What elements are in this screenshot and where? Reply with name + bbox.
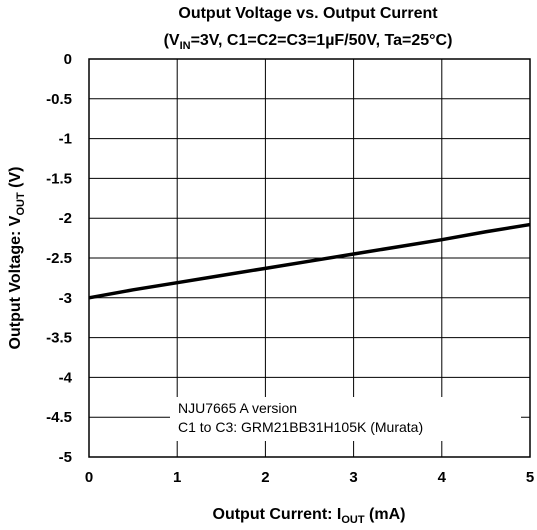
grid xyxy=(89,59,530,457)
subtitle-rest: =3V, C1=C2=C3=1µF/50V, Ta=25°C) xyxy=(191,32,453,49)
y-tick-label: -0.5 xyxy=(46,91,72,108)
chart-title: Output Voltage vs. Output Current xyxy=(178,5,438,22)
y-tick-label: -5 xyxy=(59,449,72,466)
x-tick-label: 1 xyxy=(173,469,181,486)
x-tick-label: 2 xyxy=(261,469,269,486)
y-tick-label: -4 xyxy=(59,369,73,386)
subtitle-sub: IN xyxy=(180,40,191,52)
y-label-unit: (V) xyxy=(7,167,24,193)
x-label-unit: (mA) xyxy=(365,506,406,523)
y-axis-label: Output Voltage: VOUT (V) xyxy=(7,167,27,350)
chart-subtitle: (VIN=3V, C1=C2=C3=1µF/50V, Ta=25°C) xyxy=(164,32,453,52)
y-tick-label: 0 xyxy=(64,51,72,68)
y-label-sub: OUT xyxy=(15,192,27,216)
x-tick-label: 4 xyxy=(438,469,447,486)
annotation-box xyxy=(170,397,521,441)
y-axis-ticks: 0 -0.5 -1 -1.5 -2 -2.5 -3 -3.5 -4 -4.5 -5 xyxy=(46,51,73,466)
x-label-main: Output Current: I xyxy=(213,506,342,523)
y-tick-label: -1 xyxy=(59,131,72,148)
plot-frame xyxy=(88,58,531,458)
x-tick-label: 5 xyxy=(526,469,534,486)
x-axis-label: Output Current: IOUT (mA) xyxy=(213,506,406,526)
annotation-line1: NJU7665 A version xyxy=(178,400,297,416)
subtitle-open: (V xyxy=(164,32,180,49)
y-tick-label: -3 xyxy=(59,290,72,307)
x-axis-ticks: 0 1 2 3 4 5 xyxy=(85,469,534,486)
y-tick-label: -4.5 xyxy=(46,409,72,426)
y-tick-label: -3.5 xyxy=(46,330,72,347)
series-group xyxy=(88,222,531,300)
y-tick-label: -1.5 xyxy=(46,170,72,187)
x-tick-label: 0 xyxy=(85,469,93,486)
x-label-sub: OUT xyxy=(341,514,365,526)
x-tick-label: 3 xyxy=(349,469,357,486)
y-label-main: Output Voltage: V xyxy=(7,215,24,349)
y-tick-label: -2.5 xyxy=(46,250,72,267)
annotation-line2: C1 to C3: GRM21BB31H105K (Murata) xyxy=(178,419,423,435)
y-tick-label: -2 xyxy=(59,210,72,227)
